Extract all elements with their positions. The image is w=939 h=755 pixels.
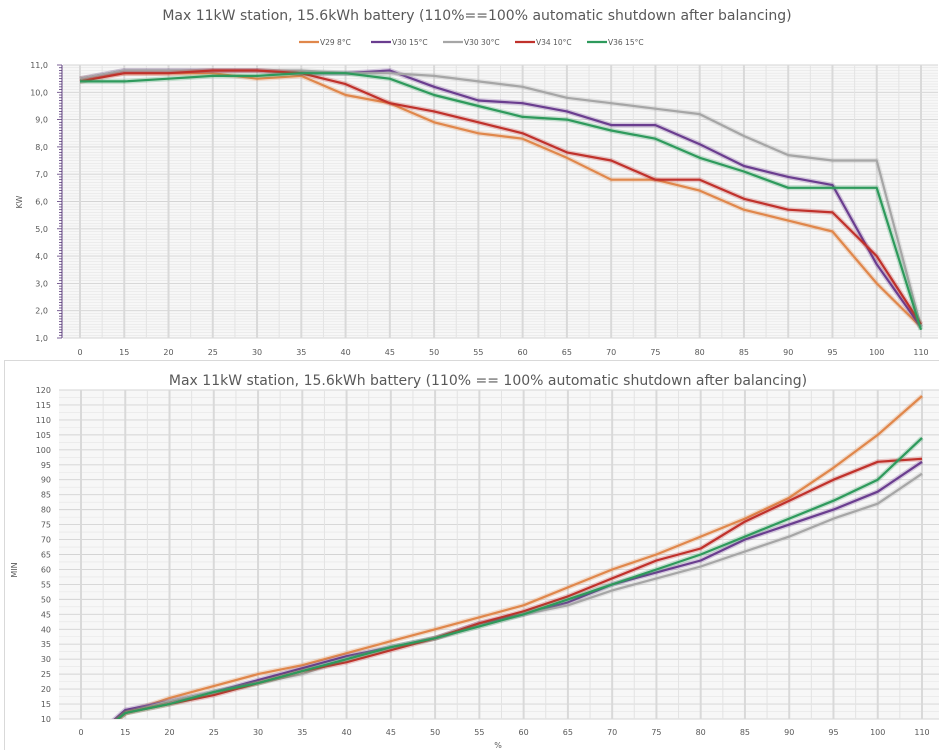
x-tick-label: 0 [78,728,83,737]
x-tick-label: 80 [695,348,705,357]
kw-chart-svg: Max 11kW station, 15.6kWh battery (110%=… [0,0,939,358]
y-tick-label: 25 [41,670,51,679]
x-tick-label: 85 [740,728,750,737]
y-tick-label: 90 [41,476,51,485]
y-tick-label: 70 [41,536,51,545]
x-tick-label: 95 [828,728,838,737]
x-tick-label: 100 [869,348,884,357]
minutes-chart-xlabel: % [494,741,502,750]
x-tick-label: 0 [77,348,82,357]
x-tick-label: 50 [429,348,439,357]
minutes-chart-xticks: 0 15 20 25 30 35 40 45 50 55 60 65 70 75 80 85 90 95 100 11… [78,728,929,737]
y-tick-label: 55 [41,580,51,589]
kw-chart-yticks: 1,0 2,0 3,0 4,0 5,0 6,0 7,0 8,0 9,0 10,0 11,0 [30,61,62,343]
y-tick-label: 9,0 [35,116,48,125]
x-tick-label: 110 [914,728,929,737]
kw-chart-ylabel: KW [15,195,24,208]
x-tick-label: 15 [119,348,129,357]
kw-chart-grid [63,65,938,338]
x-tick-label: 70 [607,728,617,737]
minutes-chart-svg: Max 11kW station, 15.6kWh battery (110% … [5,361,939,751]
y-tick-label: 110 [36,416,51,425]
x-tick-label: 55 [473,348,483,357]
y-tick-label: 11,0 [30,61,48,70]
x-tick-label: 20 [163,348,173,357]
x-tick-label: 40 [341,728,351,737]
x-tick-label: 35 [296,348,306,357]
y-tick-label: 100 [36,446,51,455]
x-tick-label: 30 [253,728,263,737]
y-tick-label: 5,0 [35,225,48,234]
y-tick-label: 75 [41,521,51,530]
y-tick-label: 40 [41,625,51,634]
x-tick-label: 90 [783,348,793,357]
y-tick-label: 6,0 [35,198,48,207]
legend-label: V30 15°C [392,38,428,47]
legend-label: V30 30°C [464,38,500,47]
y-tick-label: 115 [36,401,51,410]
x-tick-label: 60 [519,728,529,737]
y-tick-label: 3,0 [35,279,48,288]
kw-chart-legend: V29 8°C V30 15°C V30 30°C V34 10°C V36 15°C [299,38,644,47]
x-tick-label: 70 [606,348,616,357]
y-tick-label: 95 [41,461,51,470]
minutes-chart-ylabel: MIN [10,562,19,577]
x-tick-label: 25 [208,348,218,357]
y-tick-label: 105 [36,431,51,440]
kw-chart-xticks: 0 15 20 25 30 35 40 45 50 55 60 65 70 75 80 85 90 95 100 11… [77,348,928,357]
x-tick-label: 65 [563,728,573,737]
kw-chart-title: Max 11kW station, 15.6kWh battery (110%=… [162,8,791,24]
x-tick-label: 85 [739,348,749,357]
x-tick-label: 95 [827,348,837,357]
minutes-chart: Max 11kW station, 15.6kWh battery (110% … [4,360,939,750]
x-tick-label: 75 [651,728,661,737]
minutes-chart-title: Max 11kW station, 15.6kWh battery (110% … [169,373,807,389]
y-tick-label: 60 [41,565,51,574]
x-tick-label: 80 [696,728,706,737]
x-tick-label: 25 [209,728,219,737]
y-tick-label: 35 [41,640,51,649]
legend-label: V34 10°C [536,38,572,47]
x-tick-label: 35 [297,728,307,737]
x-tick-label: 65 [562,348,572,357]
y-tick-label: 80 [41,506,51,515]
y-tick-label: 4,0 [35,252,48,261]
y-tick-label: 7,0 [35,170,48,179]
x-tick-label: 60 [518,348,528,357]
x-tick-label: 90 [784,728,794,737]
y-tick-label: 20 [41,685,51,694]
y-tick-label: 50 [41,595,51,604]
y-tick-label: 1,0 [35,334,48,343]
y-tick-label: 30 [41,655,51,664]
legend-label: V29 8°C [320,38,351,47]
x-tick-label: 110 [913,348,928,357]
y-tick-label: 10,0 [30,88,48,97]
y-tick-label: 15 [41,700,51,709]
minutes-chart-yticks: 10 15 20 25 30 35 40 45 50 55 60 65 70 75 80 85 90 95 100 1… [36,386,51,724]
y-tick-label: 2,0 [35,307,48,316]
y-tick-label: 65 [41,551,51,560]
x-tick-label: 55 [474,728,484,737]
x-tick-label: 40 [340,348,350,357]
x-tick-label: 100 [870,728,885,737]
x-tick-label: 45 [385,348,395,357]
legend-label: V36 15°C [608,38,644,47]
x-tick-label: 45 [386,728,396,737]
minutes-chart-grid [59,390,939,719]
kw-chart: Max 11kW station, 15.6kWh battery (110%=… [0,0,939,358]
y-tick-label: 8,0 [35,143,48,152]
x-tick-label: 50 [430,728,440,737]
x-tick-label: 75 [650,348,660,357]
x-tick-label: 15 [120,728,130,737]
y-tick-label: 45 [41,610,51,619]
x-tick-label: 30 [252,348,262,357]
x-tick-label: 20 [164,728,174,737]
y-tick-label: 10 [41,715,51,724]
y-tick-label: 120 [36,386,51,395]
y-tick-label: 85 [41,491,51,500]
